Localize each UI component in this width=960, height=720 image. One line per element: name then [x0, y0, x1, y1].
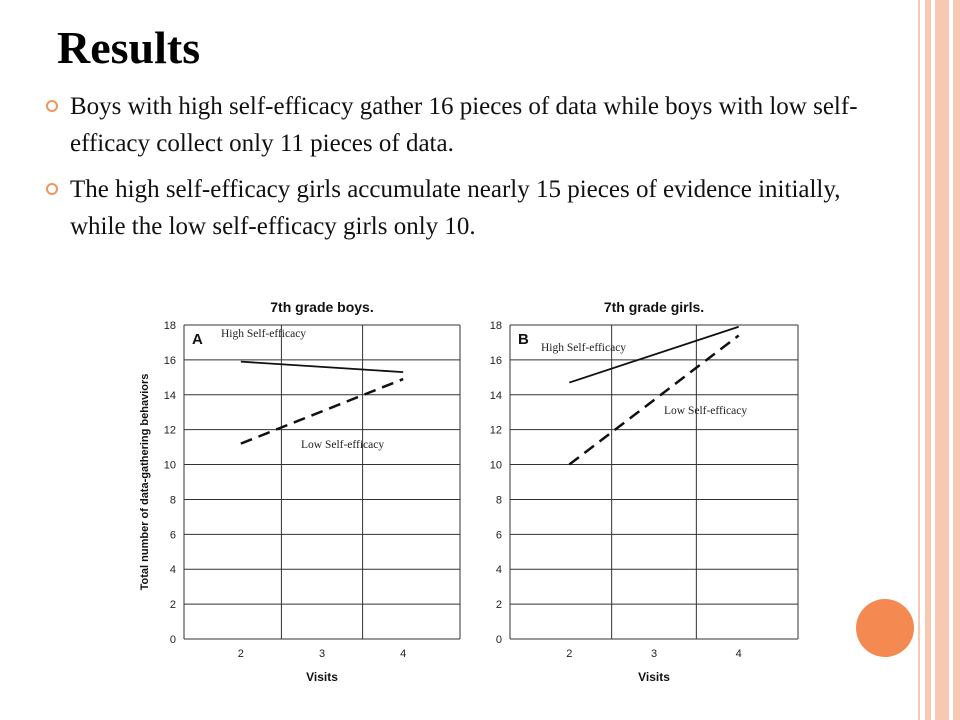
x-tick-label: 3 [319, 648, 325, 660]
slide-title: Results [57, 22, 201, 73]
y-tick-label: 6 [170, 529, 176, 541]
bullet-list: Boys with high self-efficacy gather 16 p… [36, 88, 866, 254]
chart-boys-svg: 7th grade boys. 0 2 4 6 8 10 12 14 16 18 2 3 4 Visits T… [139, 299, 461, 684]
x-tick-label: 4 [736, 648, 742, 660]
y-tick-label: 0 [496, 634, 502, 646]
x-tick-label: 4 [400, 648, 406, 660]
bullet-circle-icon [46, 183, 58, 195]
y-tick-label: 18 [490, 320, 502, 332]
series-line-low-self-efficacy [568, 334, 740, 466]
series-label: High Self-efficacy [221, 328, 306, 340]
y-tick-label: 10 [490, 460, 502, 472]
y-tick-label: 4 [496, 564, 502, 576]
panel-label: B [518, 331, 529, 348]
y-tick-label: 6 [496, 529, 502, 541]
y-tick-label: 2 [170, 599, 176, 611]
chart-boys: 7th grade boys. 0 2 4 6 8 10 12 14 16 18 2 3 4 Visits T… [130, 292, 470, 692]
chart-girls-svg: 7th grade girls. 0 2 4 6 8 10 12 14 16 18 2 3 4 Visits… [490, 299, 799, 684]
y-tick-label: 12 [164, 425, 176, 437]
y-tick-label: 8 [496, 494, 502, 506]
decorative-orange-circle [856, 599, 914, 657]
bullet-text: The high self-efficacy girls accumulate … [70, 176, 841, 240]
series-label: Low Self-efficacy [301, 439, 384, 451]
y-tick-label: 4 [170, 564, 176, 576]
bullet-item: Boys with high self-efficacy gather 16 p… [36, 88, 866, 162]
decorative-stripe [925, 0, 931, 720]
y-tick-label: 14 [164, 390, 176, 402]
decorative-stripe [935, 0, 949, 720]
y-tick-label: 0 [170, 634, 176, 646]
y-axis-label: Total number of data-gathering behaviors [139, 374, 151, 591]
x-tick-label: 2 [238, 648, 244, 660]
series-label: Low Self-efficacy [664, 405, 747, 417]
y-tick-label: 2 [496, 599, 502, 611]
y-tick-label: 16 [490, 355, 502, 367]
y-tick-label: 8 [170, 494, 176, 506]
chart-title: 7th grade girls. [604, 299, 704, 315]
chart-title: 7th grade boys. [270, 299, 373, 315]
series-label: High Self-efficacy [541, 342, 626, 354]
y-tick-label: 12 [490, 425, 502, 437]
series-line-high-self-efficacy [240, 360, 404, 373]
x-tick-label: 2 [566, 648, 572, 660]
series-line-low-self-efficacy [240, 377, 404, 445]
y-tick-label: 18 [164, 320, 176, 332]
decorative-stripe [953, 0, 960, 720]
bullet-circle-icon [46, 100, 58, 112]
y-tick-label: 10 [164, 460, 176, 472]
x-tick-label: 3 [651, 648, 657, 660]
x-axis-label: Visits [306, 670, 338, 684]
panel-label: A [192, 331, 203, 348]
y-tick-label: 16 [164, 355, 176, 367]
decorative-stripe [918, 0, 920, 720]
chart-girls: 7th grade girls. 0 2 4 6 8 10 12 14 16 18 2 3 4 Visits… [480, 292, 800, 692]
bullet-text: Boys with high self-efficacy gather 16 p… [70, 93, 858, 157]
y-tick-label: 14 [490, 390, 502, 402]
bullet-item: The high self-efficacy girls accumulate … [36, 171, 866, 245]
series-line-high-self-efficacy [569, 325, 739, 384]
x-axis-label: Visits [638, 670, 670, 684]
